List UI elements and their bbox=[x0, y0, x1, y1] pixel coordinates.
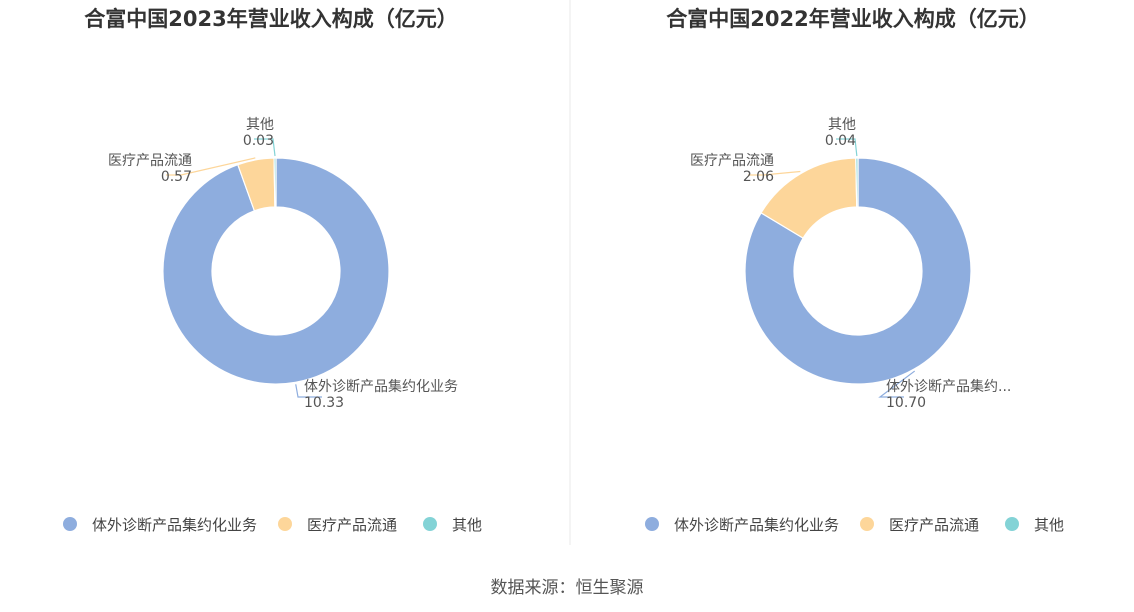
slice-label-value: 2.06 bbox=[743, 169, 774, 185]
slice-label-value: 10.33 bbox=[304, 395, 344, 411]
slice-label-name: 医疗产品流通 bbox=[690, 153, 774, 169]
legend-marker bbox=[860, 517, 874, 531]
leader-line bbox=[836, 138, 858, 157]
leader-line bbox=[878, 370, 916, 398]
slice-label-value: 0.04 bbox=[825, 133, 856, 149]
chart-title: 合富中国2023年营业收入构成（亿元） bbox=[84, 7, 457, 31]
leader-line bbox=[254, 138, 276, 157]
legend-label: 其他 bbox=[1034, 516, 1064, 534]
source-note: 数据来源：恒生聚源 bbox=[491, 578, 644, 598]
donut-slices bbox=[744, 157, 972, 385]
chart-panel-2022: 合富中国2022年营业收入构成（亿元） 体外诊断产品集约...10.70 医疗产品… bbox=[645, 7, 1064, 534]
legend-label: 体外诊断产品集约化业务 bbox=[92, 516, 257, 534]
slice-label-name: 其他 bbox=[828, 117, 856, 133]
legend-label: 其他 bbox=[452, 516, 482, 534]
slice-1 bbox=[744, 157, 972, 385]
slice-label-name: 体外诊断产品集约... bbox=[886, 378, 1011, 395]
leader-line bbox=[295, 384, 322, 398]
legend-marker bbox=[1005, 517, 1019, 531]
legend-label: 医疗产品流通 bbox=[307, 516, 397, 534]
slice-label-name: 其他 bbox=[246, 117, 274, 133]
legend-marker bbox=[423, 517, 437, 531]
leader-line bbox=[166, 157, 256, 176]
slice-3 bbox=[855, 157, 859, 208]
slice-label-value: 0.57 bbox=[161, 169, 192, 185]
legend-label: 体外诊断产品集约化业务 bbox=[674, 516, 839, 534]
slice-label-name: 体外诊断产品集约化业务 bbox=[304, 378, 458, 395]
leader-line bbox=[748, 170, 801, 176]
legend-marker bbox=[278, 517, 292, 531]
legend-label: 医疗产品流通 bbox=[889, 516, 979, 534]
donut-slices bbox=[162, 157, 390, 385]
slice-label-name: 医疗产品流通 bbox=[108, 153, 192, 169]
slice-1 bbox=[162, 157, 390, 385]
chart-panel-2023: 合富中国2023年营业收入构成（亿元） 体外诊断产品集约化业务10.33医疗产品… bbox=[63, 7, 482, 534]
slice-3 bbox=[273, 157, 277, 208]
legend: 体外诊断产品集约化业务 医疗产品流通 其他 bbox=[645, 516, 1064, 534]
slice-label-value: 0.03 bbox=[243, 133, 274, 149]
legend: 体外诊断产品集约化业务 医疗产品流通 其他 bbox=[63, 516, 482, 534]
slice-label-value: 10.70 bbox=[886, 395, 926, 411]
legend-marker bbox=[63, 517, 77, 531]
legend-marker bbox=[645, 517, 659, 531]
chart-title: 合富中国2022年营业收入构成（亿元） bbox=[666, 7, 1039, 31]
